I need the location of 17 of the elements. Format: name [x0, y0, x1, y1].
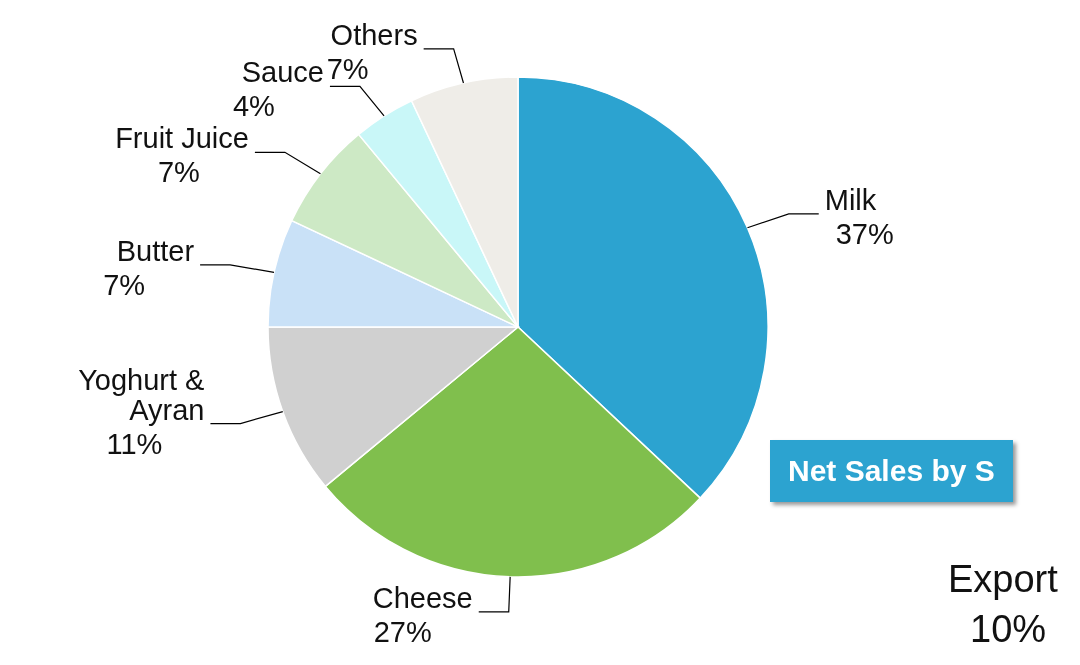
- slice-label: Others: [330, 18, 418, 51]
- slice-label: Fruit Juice: [115, 122, 249, 155]
- slice-label: Milk: [824, 183, 877, 216]
- text: Export: [948, 558, 1058, 601]
- data-label: 4%: [232, 90, 275, 123]
- slice-label: Butter: [116, 234, 195, 267]
- text: Net Sales by S: [770, 440, 1013, 502]
- text: 10%: [970, 608, 1047, 651]
- data-label: 11%: [106, 427, 163, 460]
- data-label: 27%: [373, 615, 432, 648]
- data-label: 7%: [157, 156, 200, 189]
- slice-label: Yoghurt & Ayran: [78, 363, 205, 426]
- data-label: 7%: [326, 52, 369, 85]
- data-label: 7%: [103, 268, 146, 301]
- slice-label: Cheese: [372, 581, 473, 614]
- slice-label: Sauce: [241, 56, 324, 89]
- data-label: 37%: [835, 217, 894, 250]
